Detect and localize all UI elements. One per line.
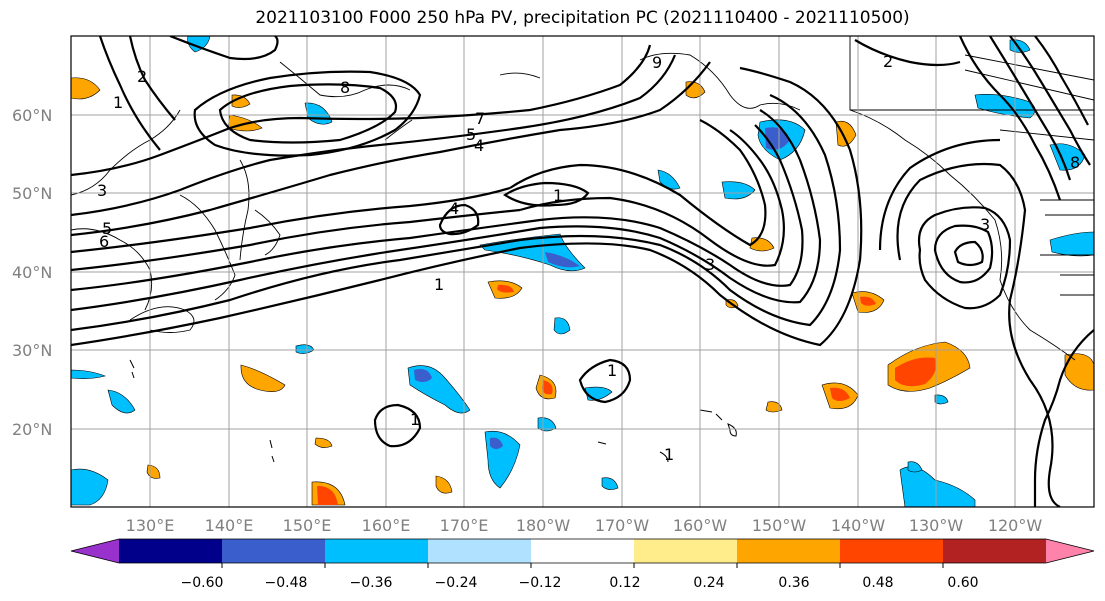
figure-title: 2021103100 F000 250 hPa PV, precipitatio… (255, 8, 910, 28)
colorbar-tick-label: −0.48 (265, 575, 308, 591)
lon-label: 160°E (362, 516, 411, 535)
contour-labels: 8 7 5 4 1 3 2 1 5 6 4 1 1 1 1 3 2 3 9 8 (97, 52, 1080, 464)
contour-label: 1 (434, 275, 444, 294)
lon-label: 170°E (440, 516, 489, 535)
contour-label: 2 (883, 52, 893, 71)
colorbar-tick-label: 0.24 (693, 575, 724, 591)
latitude-labels: 60°N 50°N 40°N 30°N 20°N (12, 106, 52, 439)
longitude-labels: 130°E 140°E 150°E 160°E 170°E 180°W 170°… (126, 516, 1043, 535)
colorbar-extend-low (71, 539, 119, 563)
lat-label: 60°N (12, 106, 52, 125)
lon-label: 130°E (126, 516, 175, 535)
lat-label: 40°N (12, 263, 52, 282)
lon-label: 140°W (831, 516, 886, 535)
colorbar-ticks (221, 563, 944, 568)
colorbar-segment (325, 539, 429, 563)
lat-label: 20°N (12, 420, 52, 439)
contour-label: 3 (97, 181, 107, 200)
map-border (70, 35, 1095, 508)
lon-label: 120°W (988, 516, 1043, 535)
colorbar-tick-labels: −0.60 −0.48 −0.36 −0.24 −0.12 0.12 0.24 … (181, 575, 979, 591)
lon-label: 160°W (673, 516, 728, 535)
contour-label: 5 (466, 125, 476, 144)
contour-label: 3 (705, 255, 715, 274)
pv-contours (71, 36, 1094, 507)
contour-label: 7 (475, 109, 485, 128)
colorbar-tick-label: −0.12 (519, 575, 562, 591)
colorbar-segments (70, 538, 1095, 564)
colorbar-tick-label: −0.36 (350, 575, 393, 591)
lon-label: 150°E (283, 516, 332, 535)
colorbar-segment (634, 539, 738, 563)
islands (129, 359, 737, 463)
colorbar-segment (119, 539, 223, 563)
contour-label: 1 (553, 186, 563, 205)
contour-label: 8 (340, 78, 350, 97)
colorbar-tick-label: 0.48 (862, 575, 893, 591)
colorbar-segment (943, 539, 1047, 563)
contour-label: 4 (474, 136, 484, 155)
contour-label: 3 (980, 215, 990, 234)
contour-label: 1 (664, 445, 674, 464)
colorbar-tick-label: −0.24 (435, 575, 478, 591)
contour-label: 1 (607, 361, 617, 380)
contour-label: 2 (137, 67, 147, 86)
lon-label: 130°W (909, 516, 964, 535)
contour-label: 5 (102, 219, 112, 238)
colorbar-segment (531, 539, 635, 563)
colorbar-tick-label: 0.60 (947, 575, 978, 591)
colorbar-tick-label: 0.12 (609, 575, 640, 591)
contour-label: 8 (1070, 153, 1080, 172)
lon-label: 180°W (516, 516, 571, 535)
colorbar-tick-label: 0.36 (778, 575, 809, 591)
colorbar-tick-label: −0.60 (181, 575, 224, 591)
colorbar-segment (222, 539, 326, 563)
lon-label: 140°E (205, 516, 254, 535)
colorbar-segment (428, 539, 532, 563)
contour-label: 9 (652, 53, 662, 72)
lon-label: 170°W (595, 516, 650, 535)
colorbar-segment (737, 539, 841, 563)
contour-label: 1 (410, 410, 420, 429)
contour-label: 1 (113, 93, 123, 112)
lon-label: 150°W (752, 516, 807, 535)
colorbar-outline (70, 538, 1095, 564)
contour-label: 6 (99, 232, 109, 251)
contour-label: 4 (449, 199, 459, 218)
lat-label: 30°N (12, 341, 52, 360)
colorbar: −0.60 −0.48 −0.36 −0.24 −0.12 0.12 0.24 … (70, 538, 1095, 591)
colorbar-extend-high (1046, 539, 1094, 563)
lat-label: 50°N (12, 184, 52, 203)
colorbar-segment (840, 539, 944, 563)
